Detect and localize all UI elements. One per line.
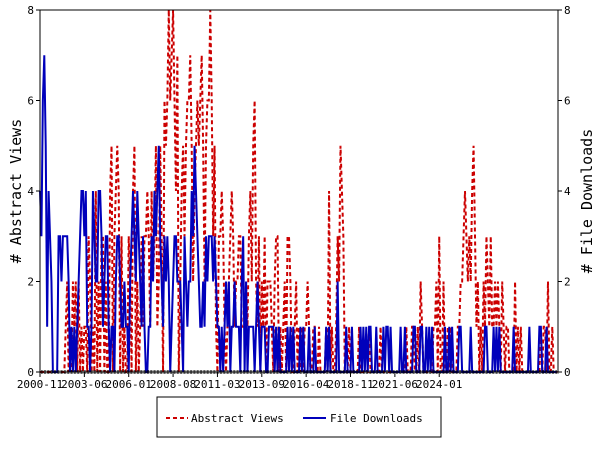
- x-tick-label: 2021-06: [372, 378, 418, 391]
- y-tick-label-left: 0: [27, 366, 34, 379]
- x-tick-label: 2006-01: [106, 378, 152, 391]
- y-tick-label-right: 0: [564, 366, 571, 379]
- y-axis-left-label: # Abstract Views: [7, 119, 25, 264]
- x-tick-label: 2011-03: [194, 378, 240, 391]
- x-tick-label: 2016-04: [283, 378, 330, 391]
- series-line-file-downloads: [39, 55, 557, 373]
- x-tick-label: 2003-06: [61, 378, 107, 391]
- series-line-abstract-views: [40, 9, 558, 373]
- x-tick-label: 2000-11: [17, 378, 63, 391]
- y-axis-right-label: # File Downloads: [578, 129, 596, 274]
- y-tick-label-right: 6: [564, 95, 571, 108]
- y-tick-label-right: 4: [564, 185, 571, 198]
- legend: Abstract Views File Downloads: [156, 396, 442, 438]
- y-tick-label-left: 2: [27, 276, 34, 289]
- y-tick-label-right: 2: [564, 276, 571, 289]
- x-tick-label: 2024-01: [416, 378, 462, 391]
- legend-label-abstract-views: Abstract Views: [191, 412, 284, 425]
- y-tick-label-left: 8: [27, 4, 34, 17]
- x-tick-label: 2013-09: [239, 378, 285, 391]
- y-tick-label-left: 6: [27, 95, 34, 108]
- y-tick-label-left: 4: [27, 185, 34, 198]
- y-tick-label-right: 8: [564, 4, 571, 17]
- legend-label-file-downloads: File Downloads: [330, 412, 423, 425]
- plot-frame: [39, 9, 559, 373]
- legend-box: [156, 396, 442, 438]
- x-tick-label: 2008-08: [150, 378, 196, 391]
- x-tick-label: 2018-11: [327, 378, 373, 391]
